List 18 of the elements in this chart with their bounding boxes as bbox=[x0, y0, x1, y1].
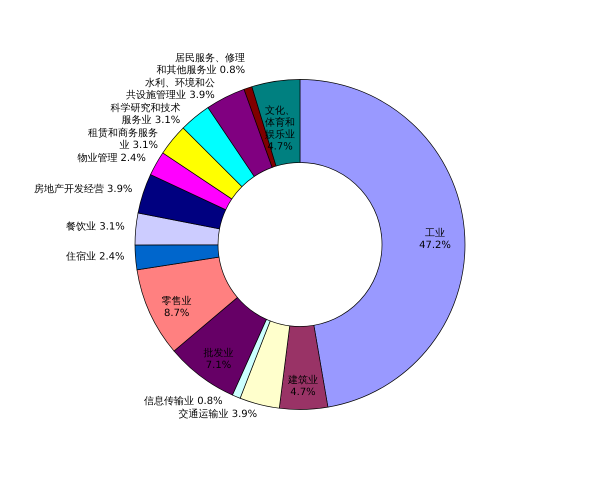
slice-label: 水利、环境和公共设施管理业 3.9% bbox=[126, 76, 215, 101]
slice-label: 物业管理 2.4% bbox=[77, 152, 146, 164]
slice-label: 科学研究和技术服务业 3.1% bbox=[110, 102, 180, 126]
data-label: 4.7% bbox=[290, 386, 316, 398]
slice-label: 建筑业 bbox=[286, 374, 318, 386]
slice-label: 居民服务、修理和其他服务业 0.8% bbox=[156, 52, 246, 76]
slice-label: 信息传输业 0.8% bbox=[144, 395, 223, 408]
slice-label: 零售业 bbox=[162, 294, 192, 307]
slice-label: 住宿业 2.4% bbox=[66, 250, 125, 263]
data-label: 47.2% bbox=[419, 240, 451, 251]
data-label: 8.7% bbox=[164, 308, 190, 319]
data-label: 7.1% bbox=[206, 360, 232, 371]
slice-label: 交通运输业 3.9% bbox=[178, 408, 258, 420]
slice-label: 房地产开发经营 3.9% bbox=[34, 183, 132, 196]
slice-label: 批发业 bbox=[204, 346, 234, 359]
slice-label: 租赁和商务服务业 3.1% bbox=[88, 126, 158, 151]
slice-label: 餐饮业 3.1% bbox=[66, 220, 125, 233]
slice-label: 工业 bbox=[425, 226, 446, 239]
